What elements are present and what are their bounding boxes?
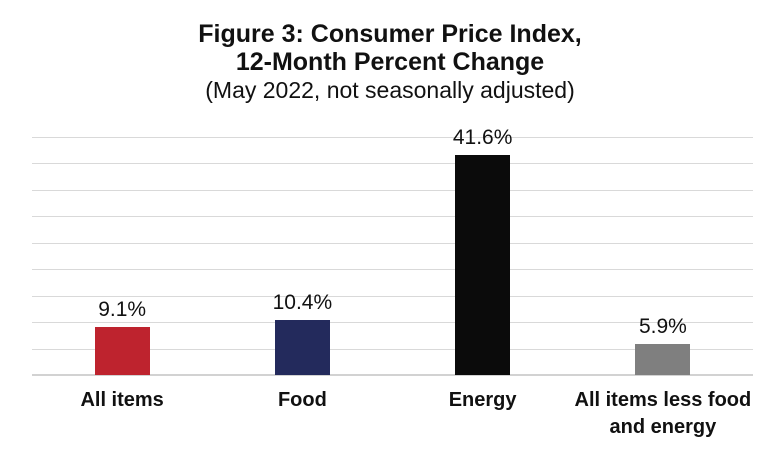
gridline-35pct (32, 189, 753, 191)
chart-title-line2: 12-Month Percent Change (235, 48, 545, 76)
gridline-30pct (32, 216, 753, 218)
gridline-45pct (32, 137, 753, 138)
category-label-food: Food (277, 389, 327, 411)
gridline-5pct (32, 348, 753, 350)
gridline-20pct (32, 269, 753, 271)
category-label-energy: Energy (448, 389, 517, 411)
plot-area: 9.1% 10.4% 41.6% 5.9% (32, 126, 753, 376)
bar-energy (455, 154, 511, 375)
chart-title-line1: Figure 3: Consumer Price Index, (198, 20, 582, 48)
category-label-all-items-less-food-and-energy: All items less food and energy (574, 389, 752, 438)
category-label-all-items: All items (80, 389, 164, 411)
value-label-all-items-less-food-and-energy: 5.9% (638, 314, 687, 338)
x-axis-category-labels: All items Food Energy All items less food a… (32, 387, 753, 457)
gridline-25pct (32, 242, 753, 244)
gridline-40pct (32, 163, 753, 165)
chart-subtitle: (May 2022, not seasonally adjusted) (205, 77, 575, 103)
gridline-15pct (32, 295, 753, 297)
gridline-10pct (32, 322, 753, 324)
chart-title-block: Figure 3: Consumer Price Index, 12-Month… (4, 20, 772, 105)
value-label-energy: 41.6% (452, 125, 513, 149)
bar-food (274, 320, 330, 375)
value-label-all-items: 9.1% (98, 297, 147, 321)
bar-all-items (94, 326, 150, 375)
value-label-food: 10.4% (272, 291, 333, 314)
bar-all-items-less-food-and-energy (635, 343, 691, 375)
x-axis-line (32, 374, 753, 376)
